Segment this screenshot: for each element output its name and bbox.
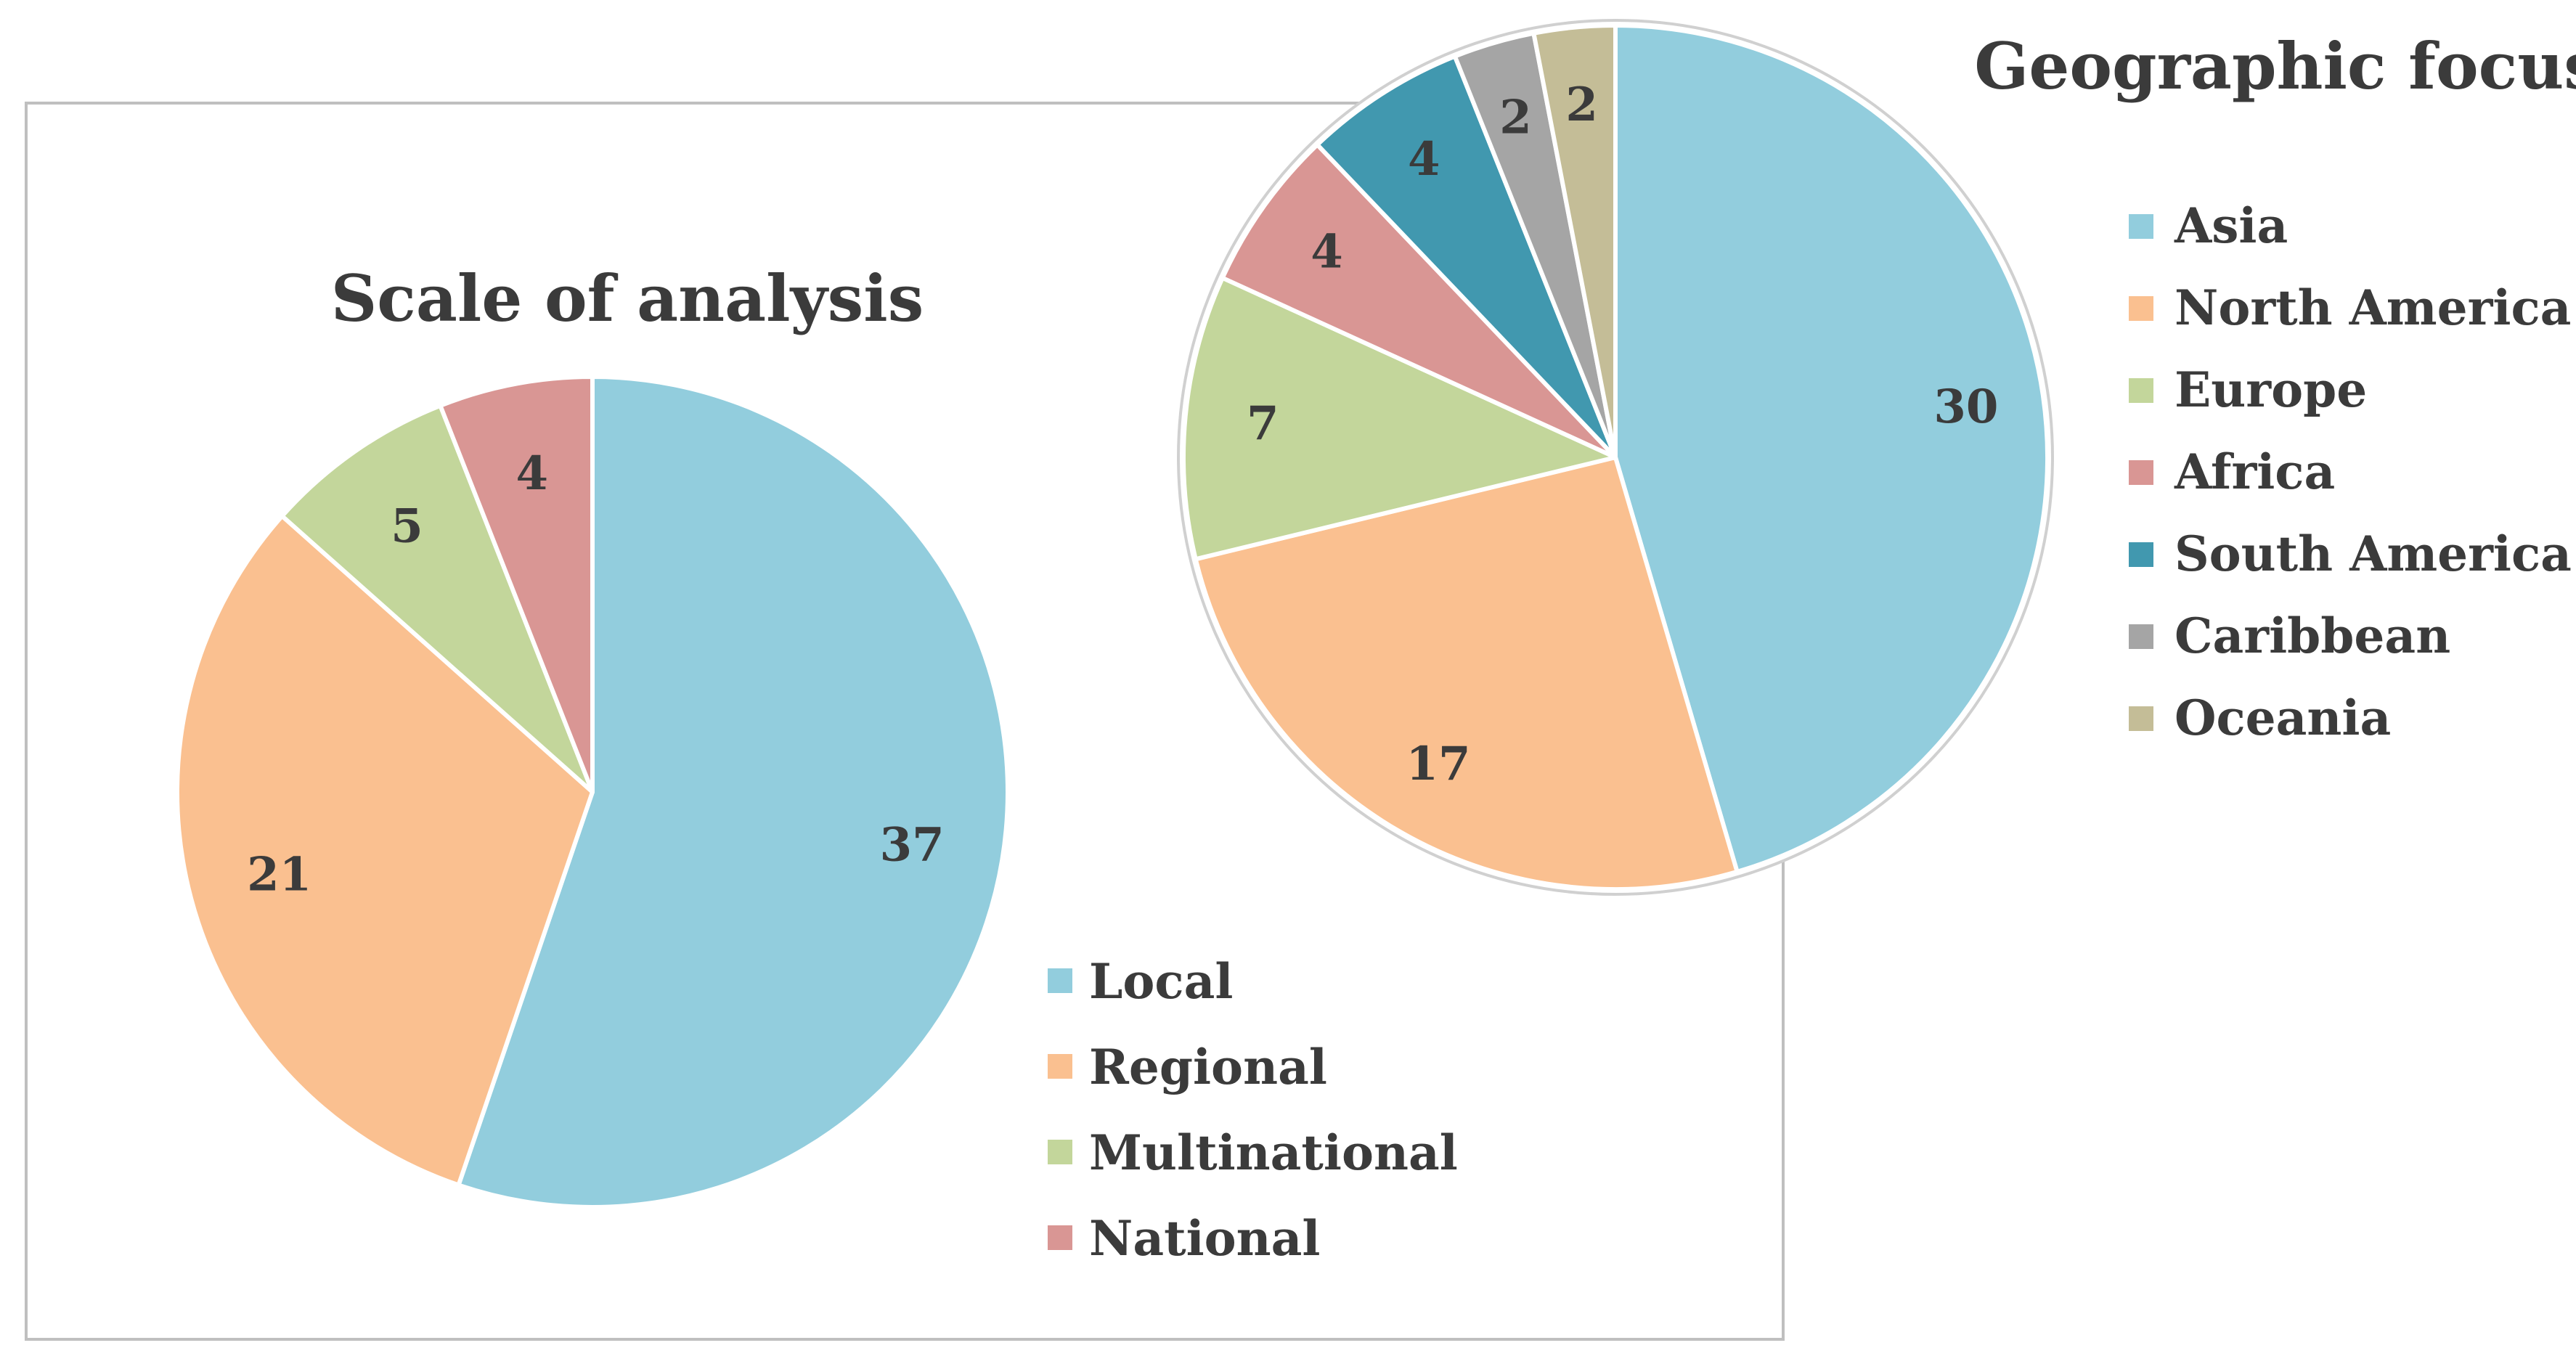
legend-label-local: Local: [1089, 953, 1233, 1010]
legend-swatch-regional: [1048, 1054, 1072, 1079]
legend-item-national: National: [1048, 1210, 1321, 1267]
geographic-focus-chart: Geographic focus 30 17 7 4 4 2 2 Asia North Am…: [1177, 19, 2576, 896]
data-label-local: 37: [880, 817, 945, 872]
data-label-regional: 21: [247, 847, 311, 902]
scale-chart-title: Scale of analysis: [331, 261, 924, 336]
legend-label-multinational: Multinational: [1089, 1124, 1458, 1181]
legend-item-asia: Asia: [2129, 197, 2288, 254]
pie-slice-local: [456, 375, 1010, 1209]
legend-item-north-america: North America: [2129, 279, 2571, 336]
legend-item-multinational: Multinational: [1048, 1124, 1458, 1181]
data-label-south-america: 4: [1408, 132, 1440, 187]
legend-label-caribbean: Caribbean: [2174, 608, 2450, 664]
legend-label-africa: Africa: [2174, 444, 2335, 500]
legend-label-asia: Asia: [2174, 197, 2288, 254]
legend-item-caribbean: Caribbean: [2129, 608, 2450, 664]
scale-data-labels: 37 21 5 4: [247, 446, 945, 902]
data-label-oceania: 2: [1565, 78, 1598, 132]
pie-slice-regional: [175, 513, 595, 1188]
scale-legend: Local Regional Multinational National: [1048, 953, 1458, 1267]
pie-slice-oceania: [1531, 23, 1618, 460]
legend-swatch-europe: [2129, 378, 2153, 403]
data-label-africa: 4: [1311, 224, 1343, 279]
scale-of-analysis-chart: Scale of analysis 37 21 5 4 Local Regional …: [175, 261, 1458, 1267]
data-label-caribbean: 2: [1499, 90, 1532, 144]
data-label-national: 4: [516, 446, 549, 501]
data-label-north-america: 17: [1406, 737, 1471, 791]
legend-item-africa: Africa: [2129, 444, 2335, 500]
legend-swatch-oceania: [2129, 706, 2153, 731]
legend-item-south-america: South America: [2129, 526, 2572, 582]
geo-pie: [1177, 19, 2054, 896]
legend-swatch-north-america: [2129, 296, 2153, 321]
pie-slice-north-america: [1193, 455, 1740, 891]
legend-swatch-local: [1048, 968, 1072, 993]
legend-label-europe: Europe: [2174, 362, 2367, 418]
legend-swatch-asia: [2129, 214, 2153, 239]
legend-swatch-national: [1048, 1225, 1072, 1250]
scale-pie: [175, 375, 1010, 1209]
data-label-europe: 7: [1247, 396, 1279, 451]
legend-label-north-america: North America: [2174, 279, 2571, 336]
pie-slice-asia: [1613, 23, 2050, 874]
geo-data-labels: 30 17 7 4 4 2 2: [1247, 78, 1998, 791]
legend-swatch-caribbean: [2129, 624, 2153, 649]
legend-item-local: Local: [1048, 953, 1233, 1010]
pie-slice-national: [438, 375, 595, 794]
data-label-asia: 30: [1933, 380, 1998, 434]
legend-item-europe: Europe: [2129, 362, 2367, 418]
pie-slice-africa: [1220, 142, 1618, 460]
legend-label-national: National: [1089, 1210, 1321, 1267]
legend-label-oceania: Oceania: [2174, 690, 2391, 746]
legend-item-regional: Regional: [1048, 1039, 1327, 1095]
pie-slice-europe: [1181, 275, 1618, 562]
legend-swatch-multinational: [1048, 1140, 1072, 1164]
legend-swatch-south-america: [2129, 542, 2153, 567]
pie-slice-multinational: [280, 403, 595, 794]
legend-swatch-africa: [2129, 460, 2153, 485]
geo-chart-title: Geographic focus: [1974, 28, 2576, 104]
data-label-multinational: 5: [391, 499, 423, 554]
geo-legend: Asia North America Europe Africa South A…: [2129, 197, 2572, 746]
legend-label-regional: Regional: [1089, 1039, 1327, 1095]
pie-slice-south-america: [1315, 54, 1618, 460]
legend-label-south-america: South America: [2174, 526, 2572, 582]
legend-item-oceania: Oceania: [2129, 690, 2391, 746]
